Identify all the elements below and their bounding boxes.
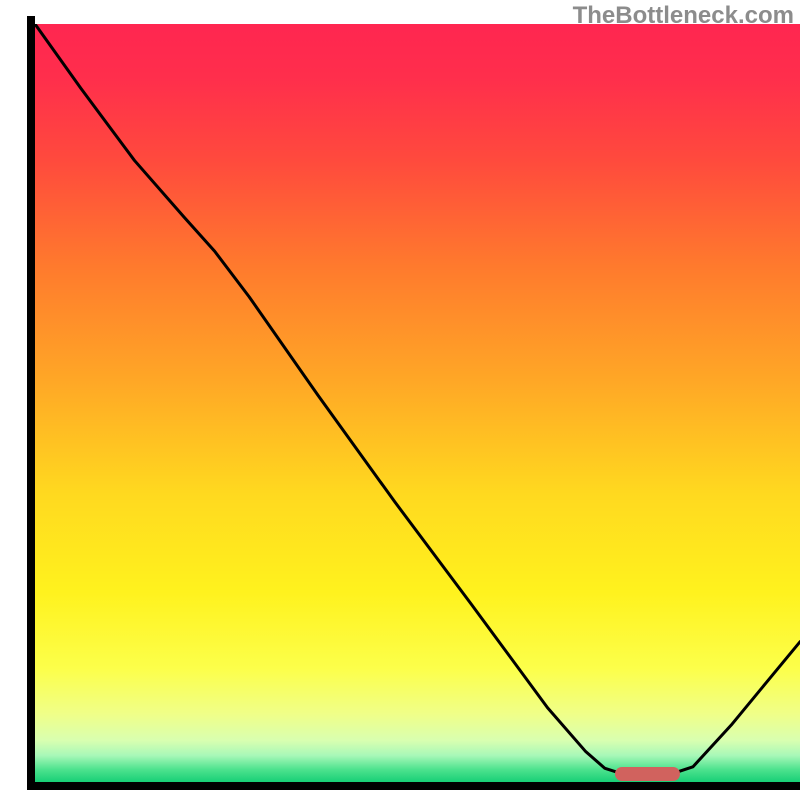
x-axis [27, 782, 800, 790]
plot-area [35, 24, 800, 782]
chart-container: TheBottleneck.com [0, 0, 800, 800]
y-axis [27, 16, 35, 790]
curve-layer [35, 24, 800, 782]
bottleneck-marker [615, 767, 680, 781]
watermark-text: TheBottleneck.com [573, 2, 794, 30]
